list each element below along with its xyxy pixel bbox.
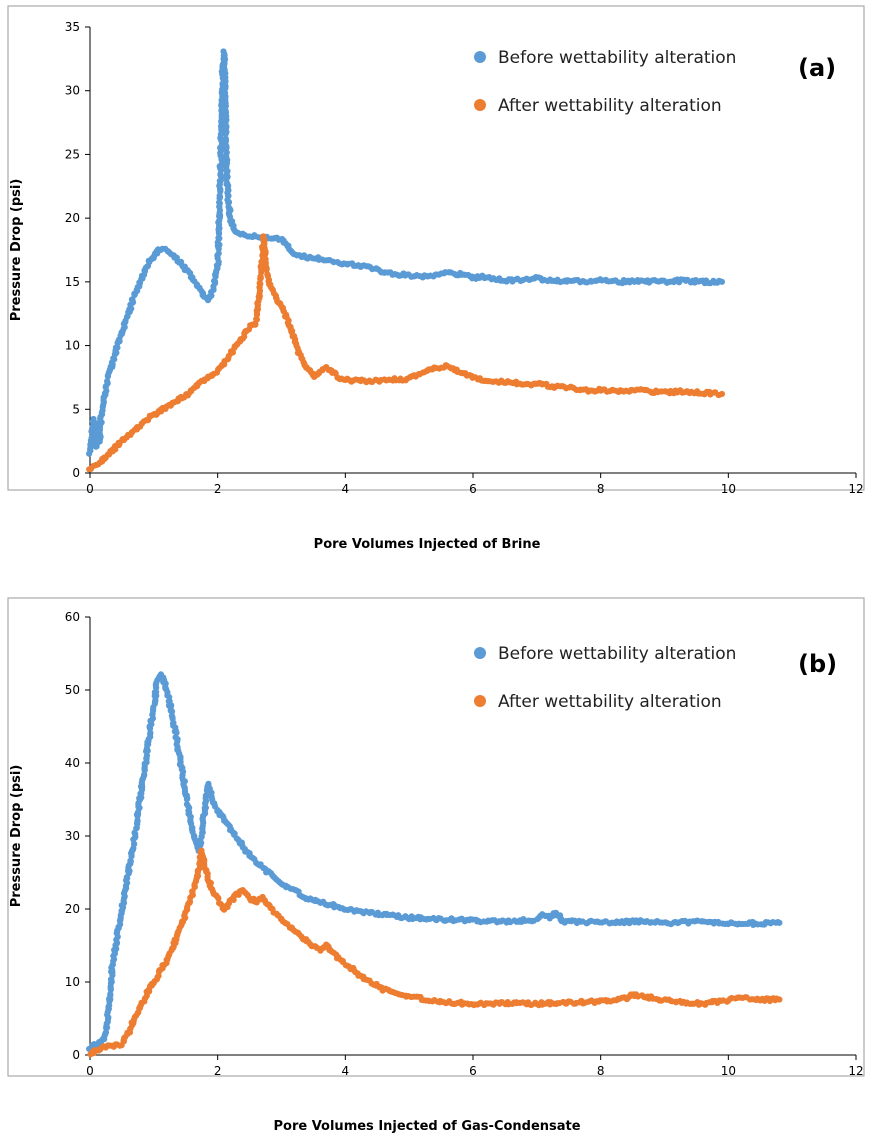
y-tick-label: 0 [72,466,80,480]
x-tick-label: 12 [848,482,863,496]
legend-marker [474,51,486,63]
chart-panel-1: 0 2 4 6 8 10 12 0 10 20 30 40 50 60 Pore Volumes Injec… [7,597,865,1134]
y-tick-label: 30 [65,829,80,843]
x-tick-label: 0 [86,1064,94,1078]
data-point [718,278,726,285]
legend-marker [474,647,486,659]
x-tick-label: 6 [469,1064,477,1078]
x-tick-label: 2 [214,482,222,496]
chart-frame [7,5,865,491]
data-point [222,130,229,137]
x-tick-label: 8 [597,482,605,496]
series-1 [87,847,783,1058]
y-tick-label: 20 [65,211,80,225]
series-0 [86,48,726,457]
data-point [211,278,219,285]
data-point [134,817,141,824]
y-tick-label: 15 [65,275,80,289]
data-point [102,1029,110,1036]
x-tick-label: 0 [86,482,94,496]
y-tick-label: 35 [65,20,80,34]
x-axis-title: Pore Volumes Injected of Gas-Condensate [273,1119,580,1134]
y-tick-label: 20 [65,902,80,916]
x-tick-label: 8 [597,1064,605,1078]
x-tick-label: 4 [342,1064,350,1078]
x-tick-label: 10 [721,482,736,496]
data-point [776,996,783,1003]
x-tick-label: 6 [469,482,477,496]
data-point [215,895,222,902]
series-1 [86,233,726,473]
panel-label: (b) [798,650,837,678]
y-tick-label: 0 [72,1048,80,1062]
legend-label: Before wettability alteration [498,644,736,664]
y-tick-label: 10 [65,339,80,353]
x-tick-label: 10 [721,1064,736,1078]
x-axis-title: Pore Volumes Injected of Brine [314,537,541,552]
panel-label: (a) [798,54,836,82]
legend-marker [474,99,486,111]
y-tick-label: 5 [72,402,80,416]
legend-marker [474,695,486,707]
x-tick-label: 4 [342,482,350,496]
data-point [183,796,190,803]
data-point [776,919,783,926]
y-tick-label: 40 [65,756,80,770]
legend-label: After wettability alteration [498,692,722,712]
y-tick-label: 60 [65,610,80,624]
series-0 [86,671,783,1053]
chart-frame [7,597,865,1077]
data-point [114,344,121,351]
y-tick-label: 10 [65,975,80,989]
y-tick-label: 50 [65,683,80,697]
x-tick-label: 2 [214,1064,222,1078]
chart-panel-0: 0 2 4 6 8 10 12 0 5 10 15 20 25 30 35 Pore Volumes Inje… [7,5,865,552]
y-tick-label: 25 [65,147,80,161]
data-point [215,250,222,257]
y-tick-label: 30 [65,84,80,98]
x-tick-label: 12 [848,1064,863,1078]
data-point [263,266,270,274]
legend-label: Before wettability alteration [498,48,736,68]
legend-label: After wettability alteration [498,96,722,116]
data-point [104,378,111,385]
y-axis-title: Pressure Drop (psi) [9,765,24,908]
data-point [718,390,726,398]
data-point [111,356,118,363]
y-axis-title: Pressure Drop (psi) [9,179,24,322]
